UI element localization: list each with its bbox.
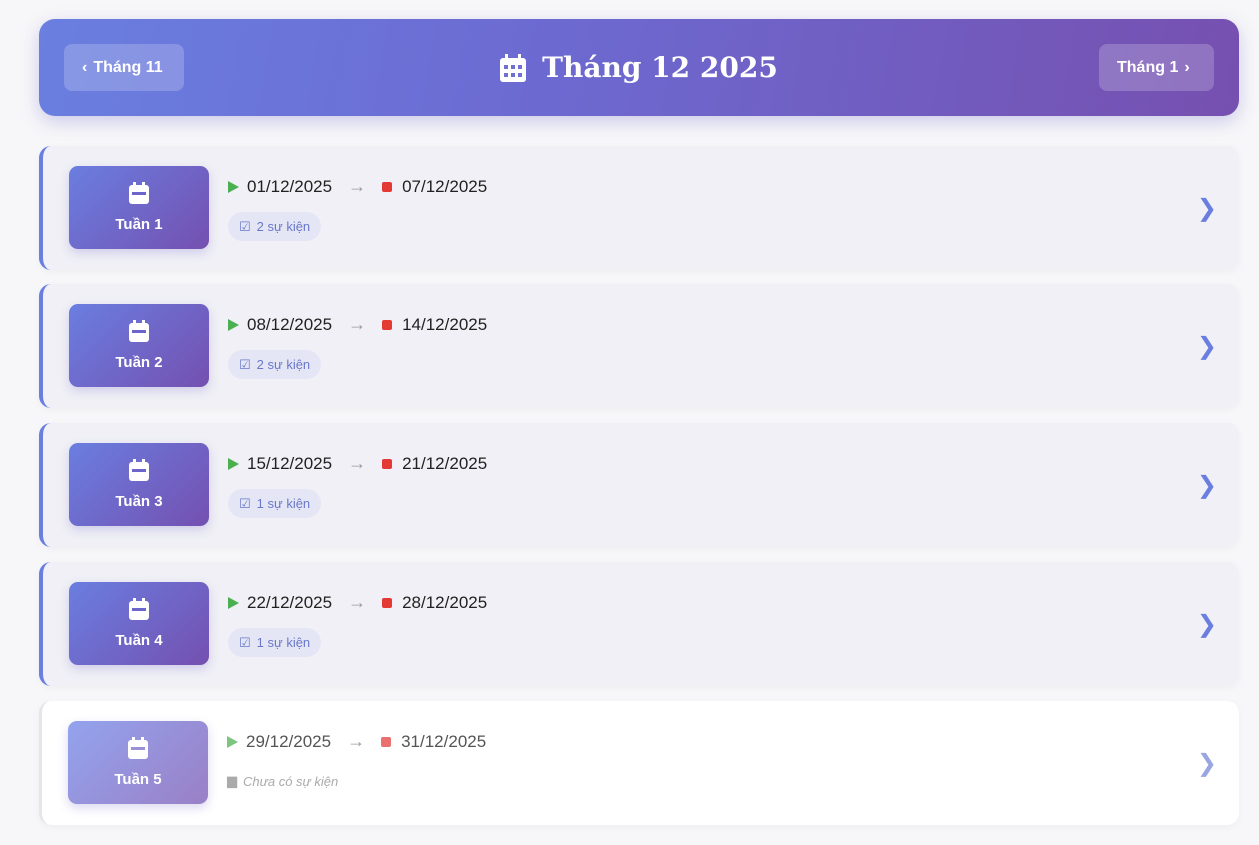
week-card[interactable]: Tuần 2 08/12/2025 → 14/12/2025 ☑ 2 sự kiện … <box>39 284 1239 408</box>
play-icon <box>228 318 239 331</box>
page-title: Tháng 12 2025 <box>500 51 778 84</box>
week-badge: Tuần 2 <box>69 304 209 387</box>
date-range: 15/12/2025 → 21/12/2025 <box>228 453 487 474</box>
calendar-icon <box>129 320 149 346</box>
arrow-right-icon: → <box>348 314 367 334</box>
calendar-check-icon: ☑ <box>239 356 251 372</box>
chevron-right-icon: › <box>1184 58 1190 76</box>
calendar-icon <box>129 182 149 208</box>
calendar-icon <box>500 53 527 82</box>
week-card[interactable]: Tuần 1 01/12/2025 → 07/12/2025 ☑ 2 sự kiện … <box>39 146 1239 270</box>
week-card[interactable]: Tuần 5 29/12/2025 → 31/12/2025 ▆ Chưa có sự… <box>39 701 1239 825</box>
play-icon <box>228 596 239 609</box>
date-range: 29/12/2025 → 31/12/2025 <box>227 731 486 752</box>
calendar-icon <box>129 598 149 624</box>
week-badge: Tuần 5 <box>68 721 208 804</box>
chevron-left-icon: ‹ <box>82 58 88 76</box>
play-icon <box>227 735 238 748</box>
calendar-icon <box>128 737 148 763</box>
event-count-badge: ☑ 2 sự kiện <box>228 212 322 241</box>
week-badge: Tuần 3 <box>69 443 209 526</box>
event-count-badge: ☑ 2 sự kiện <box>228 350 322 379</box>
stop-icon <box>382 319 393 330</box>
next-month-button[interactable]: Tháng 1 › <box>1099 44 1214 91</box>
arrow-right-icon: → <box>348 453 367 473</box>
date-range: 01/12/2025 → 07/12/2025 <box>228 176 487 197</box>
calendar-check-icon: ☑ <box>239 218 251 234</box>
arrow-right-icon: → <box>347 731 366 751</box>
stop-icon <box>382 181 393 192</box>
arrow-right-icon: → <box>348 592 367 612</box>
week-card[interactable]: Tuần 4 22/12/2025 → 28/12/2025 ☑ 1 sự kiện … <box>39 562 1239 686</box>
stop-icon <box>381 736 392 747</box>
stop-icon <box>382 458 393 469</box>
play-icon <box>228 457 239 470</box>
date-range: 22/12/2025 → 28/12/2025 <box>228 592 487 613</box>
event-count-badge: ☑ 1 sự kiện <box>228 489 322 518</box>
event-count-badge: ☑ 1 sự kiện <box>228 628 322 657</box>
chevron-right-icon[interactable]: ❯ <box>1196 195 1217 222</box>
date-range: 08/12/2025 → 14/12/2025 <box>228 314 487 335</box>
week-badge: Tuần 1 <box>69 166 209 249</box>
chevron-right-icon[interactable]: ❯ <box>1196 750 1217 777</box>
arrow-right-icon: → <box>348 176 367 196</box>
chevron-right-icon[interactable]: ❯ <box>1196 333 1217 360</box>
play-icon <box>228 180 239 193</box>
chevron-right-icon[interactable]: ❯ <box>1196 472 1217 499</box>
stop-icon <box>382 597 393 608</box>
chevron-right-icon[interactable]: ❯ <box>1196 611 1217 638</box>
calendar-icon: ▆ <box>227 773 237 788</box>
month-header: ‹ Tháng 11 Tháng 12 2025 Tháng 1 › <box>39 19 1239 116</box>
week-card[interactable]: Tuần 3 15/12/2025 → 21/12/2025 ☑ 1 sự kiện … <box>39 423 1239 547</box>
calendar-check-icon: ☑ <box>239 495 251 511</box>
no-events-label: ▆ Chưa có sự kiện <box>227 773 339 789</box>
week-badge: Tuần 4 <box>69 582 209 665</box>
prev-month-button[interactable]: ‹ Tháng 11 <box>64 44 184 91</box>
calendar-icon <box>129 459 149 485</box>
calendar-check-icon: ☑ <box>239 634 251 650</box>
